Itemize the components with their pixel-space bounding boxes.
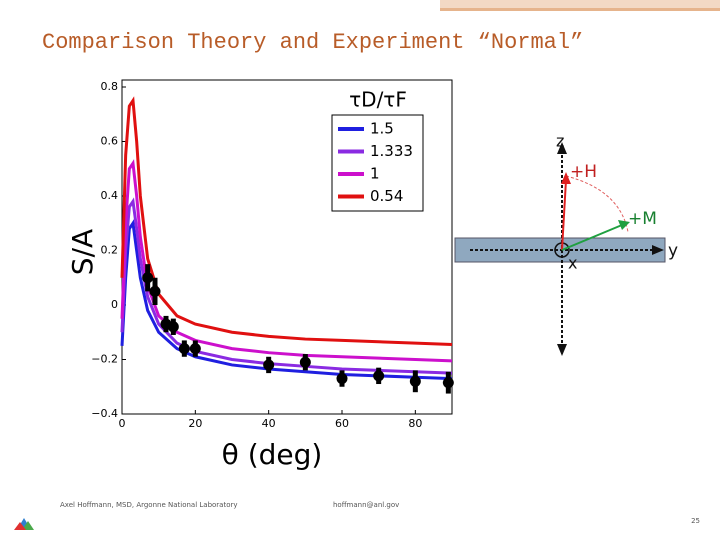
h-arrow: [561, 179, 567, 251]
legend-label: 0.54: [370, 187, 403, 205]
x-tick-label: 80: [408, 417, 422, 430]
y-tick-label: −0.2: [91, 353, 118, 366]
y-tick-label: 0.4: [101, 189, 119, 202]
x-tick-label: 40: [262, 417, 276, 430]
m-label: +M: [628, 209, 657, 229]
chart: −0.4 −0.2 0 0.2 0.4 0.6 0.8 0 20 40 60 80 S/A θ (deg)…: [66, 79, 454, 471]
x-tick-label: 20: [188, 417, 202, 430]
diagram: z +H +M y x: [454, 132, 678, 356]
arrow-head: [561, 172, 571, 184]
curve: [120, 159, 453, 363]
arrow-head: [618, 220, 630, 230]
y-axis-label: S/A: [66, 229, 99, 275]
curve: [120, 219, 453, 381]
legend-title: τD/τF: [349, 88, 407, 112]
logo: [14, 518, 34, 530]
y-label: y: [668, 241, 678, 261]
page-number: 25: [691, 517, 700, 525]
x-tick-label: 0: [119, 417, 126, 430]
data-point: [263, 359, 275, 371]
data-point: [299, 356, 311, 368]
legend-label: 1: [370, 165, 380, 183]
top-bar: [440, 0, 720, 8]
legend-label: 1.333: [370, 142, 413, 160]
y-tick-label: 0: [111, 298, 118, 311]
data-point: [373, 370, 385, 382]
footer-author: Axel Hoffmann, MSD, Argonne National Lab…: [60, 501, 238, 509]
arrow-head: [557, 344, 567, 356]
curve: [120, 96, 453, 347]
y-tick-label: 0.8: [101, 80, 119, 93]
arrow-head: [557, 142, 567, 154]
y-tick-label: −0.4: [91, 407, 118, 420]
data-point: [178, 343, 190, 355]
footer-email: hoffmann@anl.gov: [333, 501, 399, 509]
curve: [120, 197, 453, 375]
slide-title: Comparison Theory and Experiment “Normal…: [42, 30, 583, 55]
data-point: [149, 285, 161, 297]
y-tick-label: 0.2: [101, 244, 119, 257]
data-point: [167, 321, 179, 333]
x-tick-label: 60: [335, 417, 349, 430]
x-label: x: [568, 254, 577, 273]
arc: [565, 175, 629, 233]
x-axis-label: θ (deg): [222, 438, 323, 471]
y-tick-label: 0.6: [101, 135, 119, 148]
data-point: [442, 377, 454, 389]
data-point: [189, 343, 201, 355]
data-point: [409, 375, 421, 387]
data-point: [336, 373, 348, 385]
m-arrow: [561, 224, 623, 251]
top-bar: [440, 8, 720, 11]
data-point: [142, 272, 154, 284]
z-label: z: [556, 132, 564, 151]
arrow-head: [652, 245, 664, 255]
h-label: +H: [570, 162, 597, 182]
legend-label: 1.5: [370, 120, 394, 138]
